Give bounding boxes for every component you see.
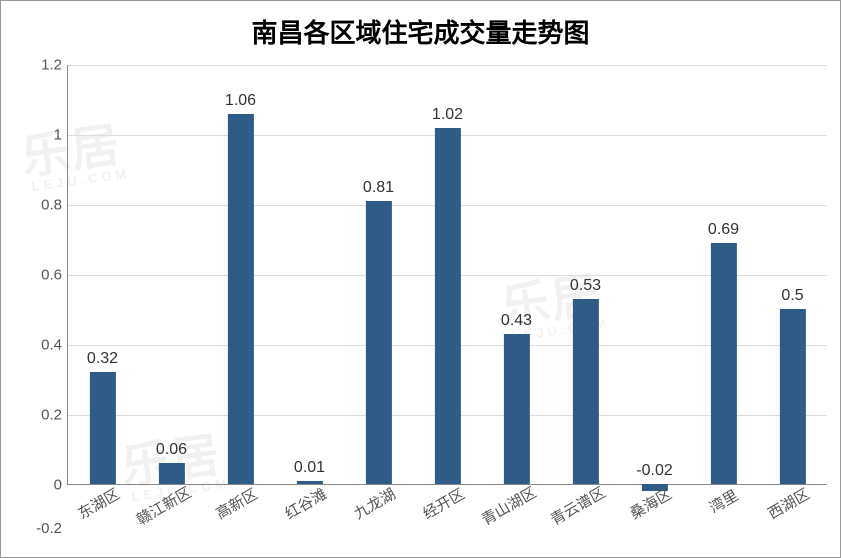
bar [227, 114, 253, 484]
bar-slot: 0.69湾里 [689, 65, 758, 484]
y-tick-label: 0.6 [41, 267, 68, 284]
bar-value-label: 0.01 [294, 459, 325, 477]
x-category-label: 西湖区 [763, 483, 812, 524]
bar [779, 309, 805, 484]
bar-value-label: 0.32 [87, 350, 118, 368]
y-tick-label: 0 [54, 477, 68, 494]
bar-value-label: 0.06 [156, 441, 187, 459]
bar-slot: 0.81九龙湖 [344, 65, 413, 484]
bar-value-label: 1.02 [432, 106, 463, 124]
x-category-label: 高新区 [211, 483, 260, 524]
chart-container: 乐居 LEJU.COM 乐居 LEJU.COM 乐居 LEJU.COM 南昌各区… [0, 0, 841, 558]
plot-area: -0.2 00.20.40.60.811.20.32东湖区0.06赣江新区1.0… [67, 65, 827, 485]
bar-slot: -0.02桑海区 [620, 65, 689, 484]
y-tick-label: 1 [54, 127, 68, 144]
x-category-label: 红谷滩 [280, 483, 329, 524]
bar-value-label: 0.81 [363, 179, 394, 197]
bars: 0.32东湖区0.06赣江新区1.06高新区0.01红谷滩0.81九龙湖1.02… [68, 65, 827, 484]
x-category-label: 青山湖区 [477, 481, 539, 529]
bar-slot: 0.43青山湖区 [482, 65, 551, 484]
bar-value-label: 0.43 [501, 312, 532, 330]
x-category-label: 湾里 [705, 484, 741, 517]
y-tick-label: 0.2 [41, 407, 68, 424]
bar-slot: 0.5西湖区 [758, 65, 827, 484]
bar-slot: 0.53青云谱区 [551, 65, 620, 484]
bar-slot: 0.01红谷滩 [275, 65, 344, 484]
bar-value-label: -0.02 [636, 462, 672, 480]
x-category-label: 东湖区 [73, 483, 122, 524]
bar-slot: 0.06赣江新区 [137, 65, 206, 484]
x-category-label: 赣江新区 [132, 481, 194, 529]
bar [572, 299, 598, 484]
y-tick-label: 0.8 [41, 197, 68, 214]
y-tick-label: 1.2 [41, 57, 68, 74]
bar-value-label: 1.06 [225, 92, 256, 110]
bar-slot: 1.02经开区 [413, 65, 482, 484]
y-tick-label: 0.4 [41, 337, 68, 354]
bar [89, 372, 115, 484]
bar [365, 201, 391, 484]
bar-slot: 0.32东湖区 [68, 65, 137, 484]
bar-value-label: 0.5 [781, 287, 803, 305]
x-category-label: 九龙湖 [349, 483, 398, 524]
x-category-label: 经开区 [418, 483, 467, 524]
bar-slot: 1.06高新区 [206, 65, 275, 484]
x-category-label: 青云谱区 [546, 481, 608, 529]
chart-title: 南昌各区域住宅成交量走势图 [1, 13, 840, 50]
bar [503, 334, 529, 484]
bar-value-label: 0.53 [570, 277, 601, 295]
bar [710, 243, 736, 484]
bar-value-label: 0.69 [708, 221, 739, 239]
bar [158, 463, 184, 484]
bar [434, 128, 460, 484]
